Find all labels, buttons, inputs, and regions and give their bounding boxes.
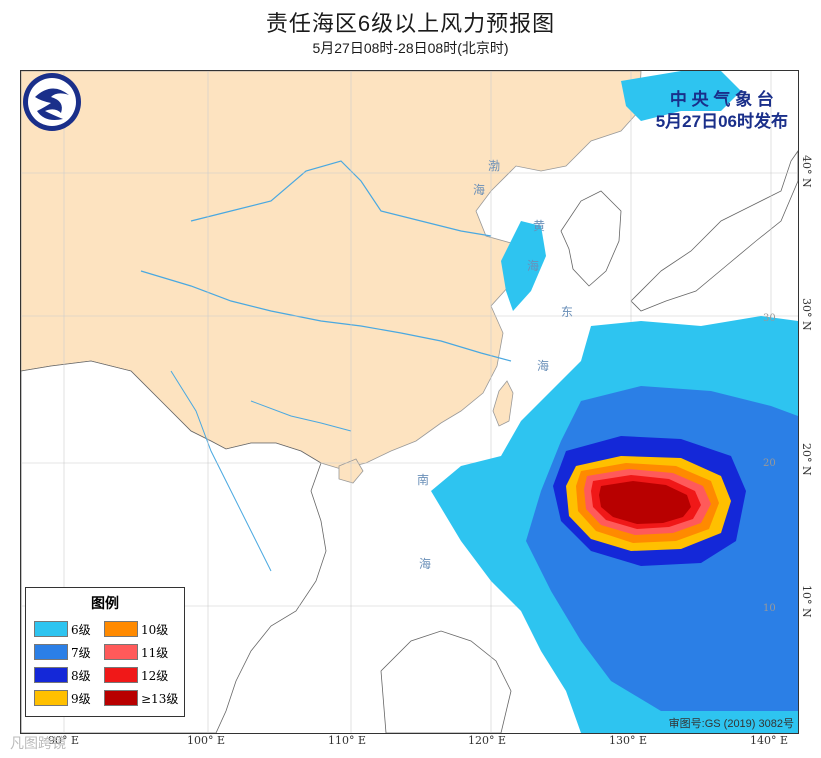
sea-label-huang-hai: 海 bbox=[527, 259, 540, 273]
cma-logo-icon bbox=[23, 73, 81, 131]
land-japan bbox=[630, 150, 798, 312]
lon-label: 100° E bbox=[187, 734, 226, 747]
wind-6-yellow-sea bbox=[501, 221, 546, 311]
river-pearl bbox=[250, 400, 352, 432]
watermark: 凡图跨镜 bbox=[10, 735, 66, 751]
land-taiwan bbox=[492, 380, 514, 427]
legend-swatch bbox=[104, 690, 138, 706]
legend-label: 10级 bbox=[141, 623, 169, 637]
river-mekong bbox=[170, 370, 272, 572]
sea-label-huang: 黄 bbox=[533, 219, 546, 233]
legend-item: ≥13级 bbox=[104, 687, 179, 707]
sea-label-dong: 东 bbox=[561, 305, 574, 319]
legend-swatch bbox=[34, 644, 68, 660]
svg-text:30: 30 bbox=[763, 313, 776, 324]
legend-item: 8级 bbox=[34, 664, 109, 684]
issuer-block: 中 央 气 象 台 5月27日06时发布 bbox=[656, 89, 788, 133]
land-korea bbox=[560, 190, 622, 287]
inner-lat-labels: 30 20 10 bbox=[763, 313, 776, 614]
legend-label: 6级 bbox=[71, 623, 91, 637]
legend-label: 12级 bbox=[141, 669, 169, 683]
wind-6-japan bbox=[621, 71, 741, 121]
lon-label: 130° E bbox=[609, 734, 648, 747]
legend-item: 6级 bbox=[34, 618, 109, 638]
lat-label: 40° N bbox=[800, 155, 813, 188]
sea-label-bo-hai: 海 bbox=[473, 183, 486, 197]
legend-item: 12级 bbox=[104, 664, 179, 684]
lat-label: 10° N bbox=[800, 585, 813, 618]
legend-item: 11级 bbox=[104, 641, 179, 661]
map-title: 责任海区6级以上风力预报图 bbox=[265, 11, 556, 36]
land-borneo bbox=[380, 630, 512, 733]
legend-label: 9级 bbox=[71, 692, 91, 706]
legend-item: 7级 bbox=[34, 641, 109, 661]
legend-swatch bbox=[104, 621, 138, 637]
issue-time: 5月27日06时发布 bbox=[655, 112, 788, 131]
sea-label-nan: 南 bbox=[417, 473, 430, 487]
sea-label-nan-hai: 海 bbox=[419, 557, 432, 571]
issuer-name: 中 央 气 象 台 bbox=[669, 90, 774, 109]
svg-text:20: 20 bbox=[763, 458, 776, 469]
lat-label: 30° N bbox=[800, 298, 813, 331]
legend-swatch bbox=[104, 667, 138, 683]
sea-label-dong-hai: 海 bbox=[537, 359, 550, 373]
lat-label: 20° N bbox=[800, 443, 813, 476]
legend-label: ≥13级 bbox=[141, 692, 179, 706]
legend: 图例 6级 10级 7级 11级 8级 bbox=[25, 587, 185, 717]
lon-label: 120° E bbox=[468, 734, 507, 747]
map-subtitle: 5月27日08时-28日08时(北京时) bbox=[312, 40, 509, 56]
legend-label: 8级 bbox=[71, 669, 91, 683]
sea-label-bo: 渤 bbox=[488, 159, 501, 173]
lon-label: 140° E bbox=[750, 734, 789, 747]
legend-swatch bbox=[34, 690, 68, 706]
legend-swatch bbox=[104, 644, 138, 660]
legend-item: 10级 bbox=[104, 618, 179, 638]
legend-title: 图例 bbox=[91, 595, 119, 611]
lon-label: 110° E bbox=[328, 734, 367, 747]
legend-item: 9级 bbox=[34, 687, 109, 707]
river-yangtze bbox=[140, 270, 512, 362]
svg-text:10: 10 bbox=[763, 603, 776, 614]
legend-swatch bbox=[34, 667, 68, 683]
map-frame: 30 20 10 中 央 气 象 台 5月27日06时发布 渤 海 黄 海 东 … bbox=[20, 70, 799, 734]
wind-13 bbox=[599, 481, 691, 524]
lon-label: 90° E bbox=[48, 734, 80, 747]
approval-number: 审图号:GS (2019) 3082号 bbox=[668, 718, 794, 730]
wind-zones bbox=[431, 71, 798, 733]
legend-label: 7级 bbox=[71, 646, 91, 660]
legend-label: 11级 bbox=[141, 646, 169, 660]
legend-swatch bbox=[34, 621, 68, 637]
